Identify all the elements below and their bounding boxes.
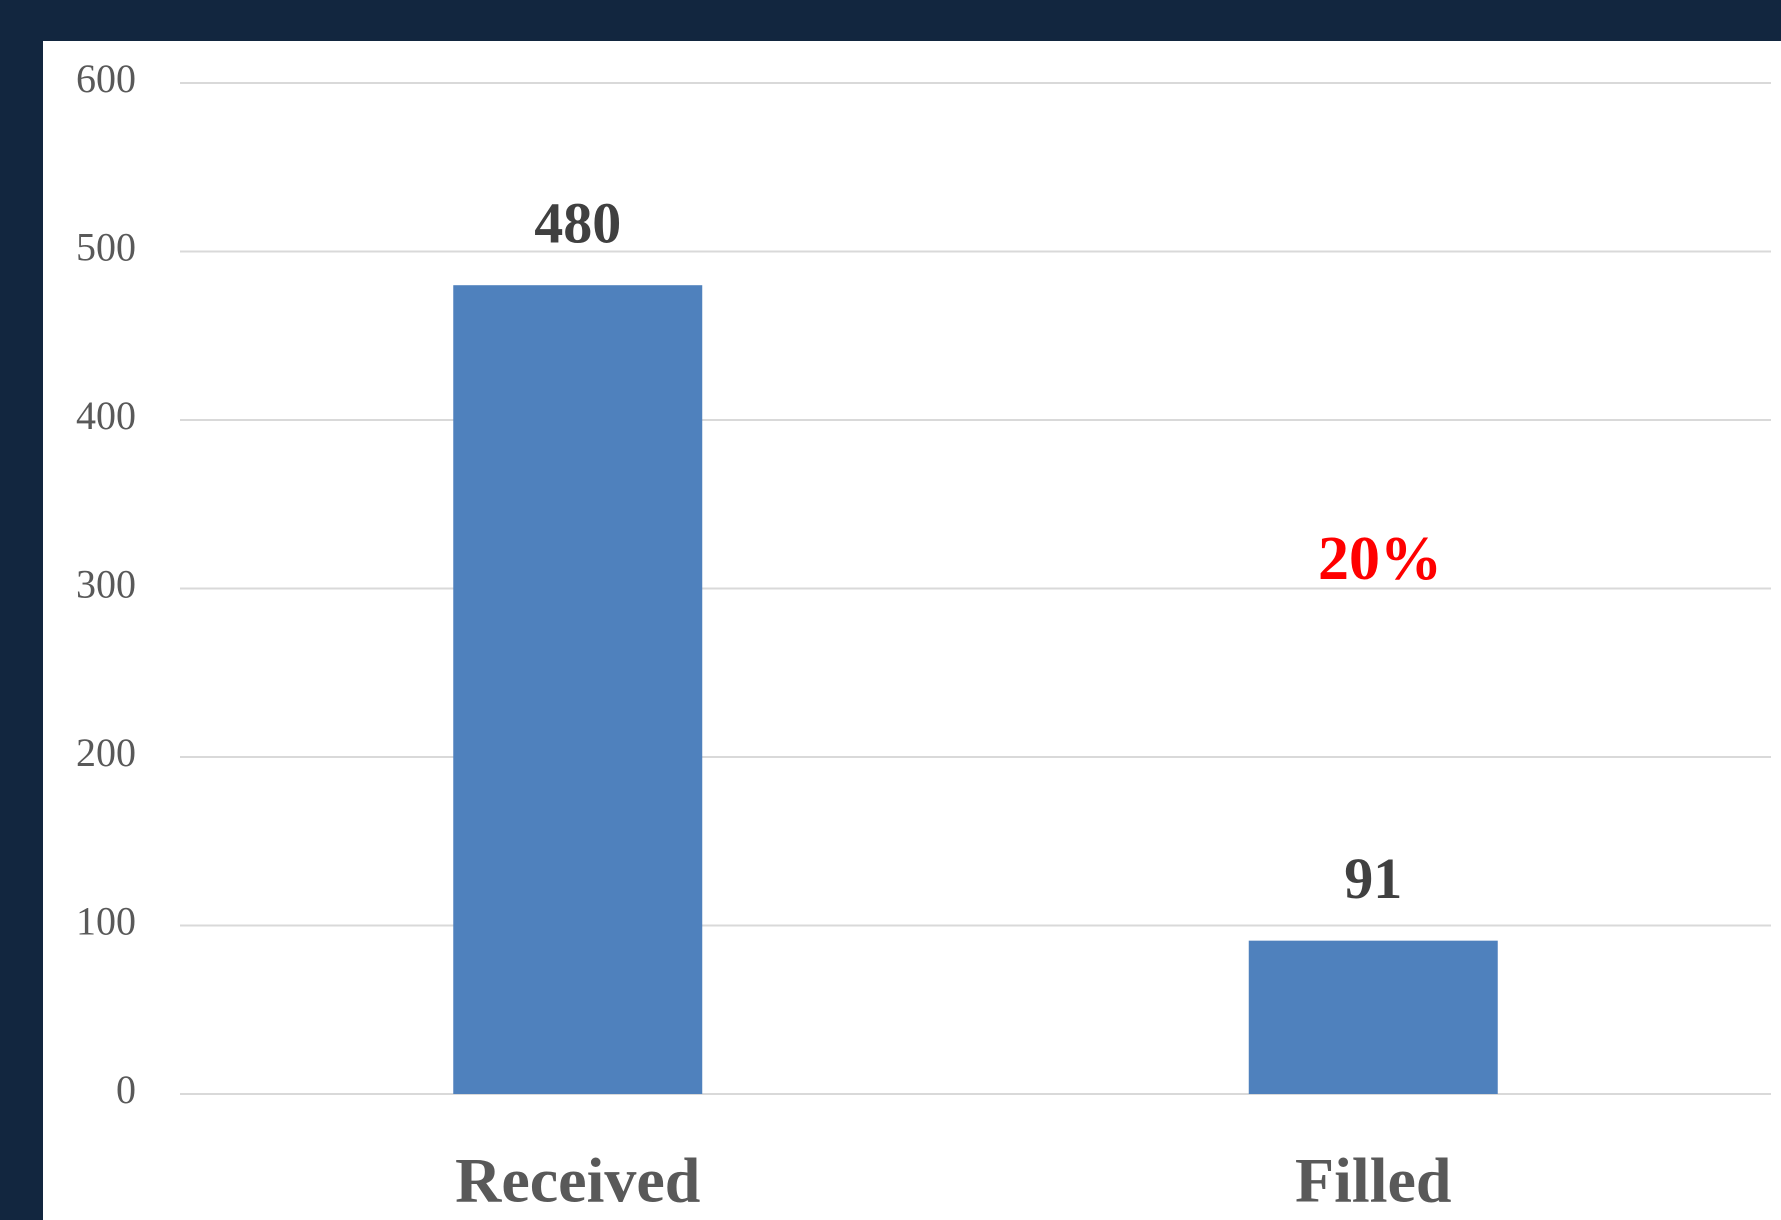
y-tick-label: 0 (116, 1067, 136, 1112)
y-tick-label: 500 (76, 225, 136, 270)
plot-panel (43, 41, 1781, 1220)
annotation: 20% (1318, 525, 1442, 593)
x-tick-label: Received (455, 1145, 700, 1216)
bar (1248, 940, 1498, 1094)
data-label: 480 (534, 191, 621, 256)
y-tick-label: 200 (76, 730, 136, 775)
bar (453, 285, 703, 1094)
y-tick-label: 600 (76, 56, 136, 101)
y-tick-label: 100 (76, 899, 136, 944)
data-label: 91 (1344, 846, 1402, 911)
x-tick-label: Filled (1295, 1145, 1451, 1216)
y-tick-label: 400 (76, 393, 136, 438)
y-tick-label: 300 (76, 562, 136, 607)
